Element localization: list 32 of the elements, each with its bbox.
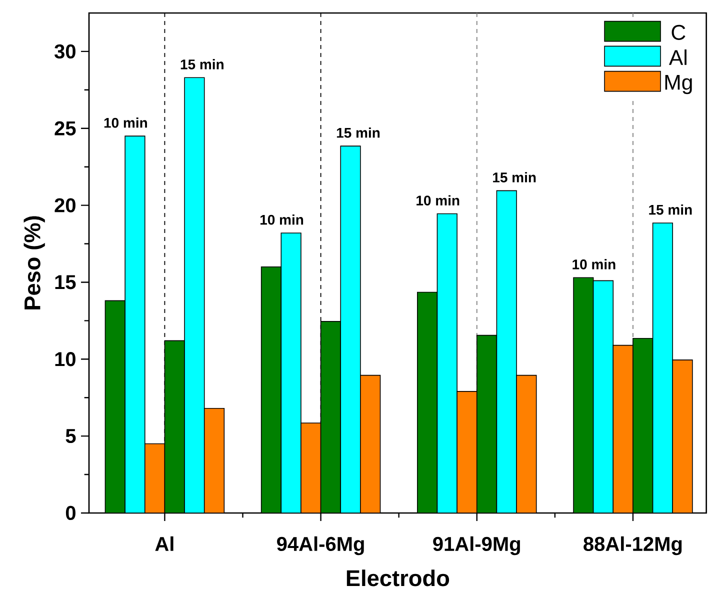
y-tick-label: 25 [54,121,76,136]
legend-label: C [672,24,686,40]
x-tick-label: 91Al-9Mg [433,536,520,556]
y-tick-label: 30 [54,44,76,59]
bar [164,340,185,513]
bar [612,344,634,513]
x-tick-label: 94Al-6Mg [277,536,364,556]
legend-label: Al [668,49,686,65]
annotation: 15 min [180,59,224,70]
bar [632,338,654,513]
bar [476,334,498,513]
annotation: 15 min [336,128,380,138]
annotation: 15 min [493,172,536,182]
y-axis-title: Peso (%) [24,216,45,310]
y-tick-label: 10 [55,352,76,366]
bar [144,443,166,513]
bar [320,321,342,513]
y-tick-label: 0 [66,506,76,520]
legend-label: Mg [665,74,692,94]
annotation: 15 min [649,204,692,215]
x-axis-title: Electrodo [346,570,450,586]
annotation: 10 min [104,118,147,128]
annotation: 10 min [572,259,616,270]
x-tick-label: Al [155,536,174,551]
y-tick-label: 5 [66,429,76,444]
y-tick-label: 20 [54,198,76,212]
x-tick-label: 88Al-12Mg [584,536,682,556]
annotation: 10 min [416,195,460,206]
y-tick-label: 15 [55,275,76,290]
annotation: 10 min [260,214,304,225]
bar [456,391,478,513]
bar [300,422,322,513]
